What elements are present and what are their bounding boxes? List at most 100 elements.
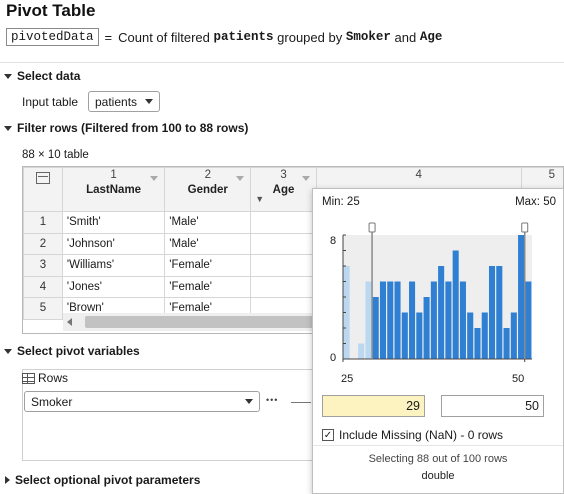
row-index: 1 xyxy=(23,211,63,234)
more-options-button[interactable]: ••• xyxy=(266,395,279,405)
table-corner[interactable] xyxy=(23,167,63,212)
x-axis-min-label: 25 xyxy=(341,373,354,385)
histogram-bar xyxy=(387,281,394,359)
input-table-dropdown[interactable]: patients xyxy=(88,91,160,112)
expand-icon xyxy=(5,476,10,484)
histogram-bar xyxy=(430,281,437,359)
cell-gender[interactable]: 'Female' xyxy=(164,275,252,298)
histogram-bar xyxy=(452,250,459,359)
rows-label-group: Rows xyxy=(22,371,68,385)
cell-lastname[interactable]: 'Jones' xyxy=(61,275,166,298)
histogram-bar xyxy=(525,281,532,359)
cell-lastname[interactable]: 'Smith' xyxy=(61,211,166,234)
pivot-rows-panel xyxy=(22,369,312,461)
histogram-bar xyxy=(510,312,517,359)
scrollbar-thumb[interactable] xyxy=(85,316,335,328)
histogram-bar xyxy=(358,343,365,359)
optional-parameters-header-label: Select optional pivot parameters xyxy=(15,473,201,487)
histogram-bar xyxy=(401,312,408,359)
histogram-bar xyxy=(379,281,387,359)
row-index: 5 xyxy=(23,297,63,320)
divider xyxy=(291,402,311,403)
summary-and: and xyxy=(394,29,417,45)
column-header-age[interactable]: 3 Age ▼ xyxy=(250,167,317,212)
rows-variable-value: Smoker xyxy=(31,394,73,409)
collapse-icon xyxy=(4,73,12,79)
selecting-summary: Selecting 88 out of 100 rows xyxy=(368,453,508,465)
histogram-bar xyxy=(438,266,445,359)
cell-age[interactable] xyxy=(250,211,317,234)
input-table-value: patients xyxy=(95,94,138,109)
include-missing-option[interactable]: ✓ Include Missing (NaN) - 0 rows xyxy=(322,428,503,442)
max-range-handle[interactable] xyxy=(521,222,529,233)
min-value-text: 29 xyxy=(406,399,420,413)
numeric-filter-popup[interactable]: Min: 25 Max: 50 8 0 25 50 29 50 ✓ Includ… xyxy=(312,188,564,494)
x-axis-max-label: 50 xyxy=(512,373,525,385)
cell-lastname[interactable]: 'Williams' xyxy=(61,254,166,277)
filter-rows-header-label: Filter rows (Filtered from 100 to 88 row… xyxy=(17,121,249,135)
rows-label: Rows xyxy=(38,371,69,385)
row-index: 3 xyxy=(23,254,63,277)
cell-lastname[interactable]: 'Johnson' xyxy=(61,232,166,255)
collapse-icon xyxy=(4,125,12,131)
divider xyxy=(313,445,563,446)
select-data-header-label: Select data xyxy=(17,69,81,83)
table-icon xyxy=(22,372,35,384)
summary-line: pivotedData = Count of filtered patients… xyxy=(6,26,442,48)
scroll-left-icon[interactable] xyxy=(67,318,72,326)
histogram-bar xyxy=(423,297,430,359)
table-size-label: 88 × 10 table xyxy=(22,149,89,161)
data-type-label: double xyxy=(421,470,455,482)
chart-toggle-icon[interactable] xyxy=(35,172,50,184)
row-index: 4 xyxy=(23,275,63,298)
histogram-bar xyxy=(459,281,466,359)
histogram-bar xyxy=(445,281,452,359)
min-label: Min: 25 xyxy=(322,196,360,208)
histogram-bar xyxy=(488,266,496,359)
divider xyxy=(0,62,564,63)
min-value-input[interactable]: 29 xyxy=(322,395,425,417)
histogram-bar xyxy=(343,266,350,359)
max-value-text: 50 xyxy=(525,399,539,413)
summary-table: patients xyxy=(213,30,274,44)
output-variable-name[interactable]: pivotedData xyxy=(6,28,99,46)
row-index: 2 xyxy=(23,232,63,255)
histogram-bar xyxy=(365,281,372,359)
cell-age[interactable] xyxy=(250,232,317,255)
histogram[interactable] xyxy=(313,189,563,389)
collapse-icon xyxy=(4,348,12,354)
cell-age[interactable] xyxy=(250,254,317,277)
rows-variable-dropdown[interactable]: Smoker xyxy=(24,391,260,412)
cell-gender[interactable]: 'Female' xyxy=(164,254,252,277)
page-title: Pivot Table xyxy=(6,1,96,20)
select-data-section-header[interactable]: Select data xyxy=(0,68,80,84)
cell-age[interactable] xyxy=(250,275,317,298)
histogram-bar xyxy=(394,281,401,359)
histogram-bar xyxy=(481,312,488,359)
chevron-down-icon xyxy=(245,399,253,404)
column-header-lastname[interactable]: 1 LastName xyxy=(61,167,166,212)
summary-var2: Age xyxy=(419,30,443,44)
column-header-gender[interactable]: 2 Gender xyxy=(164,167,252,212)
checkbox-checked-icon[interactable]: ✓ xyxy=(322,429,334,441)
max-value-input[interactable]: 50 xyxy=(441,395,544,417)
histogram-bar xyxy=(409,281,416,359)
histogram-bar xyxy=(518,235,525,359)
y-axis-min-label: 0 xyxy=(330,352,337,364)
summary-equals: = xyxy=(104,29,113,45)
optional-parameters-section-header[interactable]: Select optional pivot parameters xyxy=(0,472,200,488)
cell-gender[interactable]: 'Male' xyxy=(164,232,252,255)
pivot-variables-section-header[interactable]: Select pivot variables xyxy=(0,343,140,359)
summary-var1: Smoker xyxy=(345,30,391,44)
cell-gender[interactable]: 'Male' xyxy=(164,211,252,234)
input-table-label: Input table xyxy=(22,95,79,109)
histogram-bar xyxy=(467,312,474,359)
filter-icon: ▼ xyxy=(255,194,265,204)
histogram-bar xyxy=(496,266,503,359)
pivot-variables-header-label: Select pivot variables xyxy=(17,344,140,358)
chevron-down-icon xyxy=(145,99,153,104)
filter-rows-section-header[interactable]: Filter rows (Filtered from 100 to 88 row… xyxy=(0,120,248,136)
histogram-bar xyxy=(503,328,510,359)
summary-text-count: Count of filtered xyxy=(118,29,210,45)
min-range-handle[interactable] xyxy=(368,222,376,233)
